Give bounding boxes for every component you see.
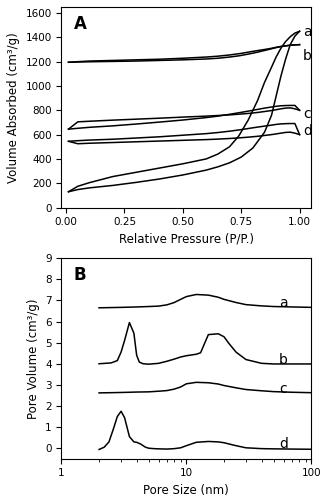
Text: c: c — [279, 382, 286, 396]
Text: A: A — [74, 15, 87, 33]
Text: B: B — [74, 266, 87, 284]
X-axis label: Relative Pressure (P/P.): Relative Pressure (P/P.) — [119, 233, 254, 246]
Text: b: b — [303, 48, 312, 62]
Text: c: c — [303, 107, 311, 121]
X-axis label: Pore Size (nm): Pore Size (nm) — [143, 484, 229, 497]
Text: b: b — [279, 353, 288, 367]
Y-axis label: Pore Volume (cm³/g): Pore Volume (cm³/g) — [27, 298, 40, 419]
Text: a: a — [303, 25, 312, 39]
Y-axis label: Volume Absorbed (cm³/g): Volume Absorbed (cm³/g) — [7, 32, 20, 182]
Text: a: a — [279, 296, 287, 310]
Text: d: d — [279, 437, 288, 452]
Text: d: d — [303, 124, 312, 138]
